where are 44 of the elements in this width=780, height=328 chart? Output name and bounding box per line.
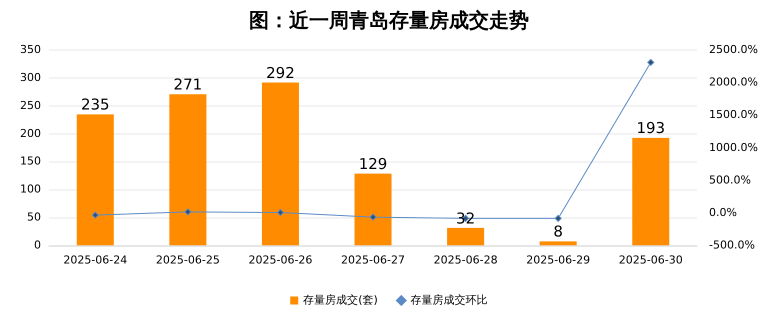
x-tick-label: 2025-06-29 (526, 253, 590, 266)
y2-tick-label: 500.0% (709, 173, 752, 186)
y-tick-label: 350 (20, 42, 41, 56)
bar (169, 94, 206, 246)
legend-label: 存量房成交(套) (303, 293, 378, 306)
point (92, 212, 99, 219)
bar (632, 138, 670, 246)
x-tick-label: 2025-06-30 (618, 253, 683, 266)
x-tick-label: 2025-06-26 (248, 253, 312, 266)
y-tick-label: 250 (20, 98, 41, 112)
y2-tick-label: 2000.0% (709, 75, 758, 88)
bar (354, 174, 392, 246)
y-tick-label: 150 (20, 154, 41, 168)
data-label: 193 (636, 119, 666, 138)
data-label: 271 (174, 76, 202, 94)
y-tick-label: 300 (20, 70, 41, 84)
point (370, 214, 377, 221)
x-tick-label: 2025-06-25 (156, 253, 220, 266)
point (276, 209, 284, 216)
y2-tick-label: -500.0% (709, 238, 755, 252)
y2-tick-label: 1500.0% (709, 108, 758, 122)
chart-title: 图：近一周青岛存量房成交走势 (249, 8, 529, 32)
point (184, 208, 192, 216)
y2-tick-label: 0.0% (709, 206, 738, 220)
bar (540, 241, 577, 246)
x-tick-label: 2025-06-28 (434, 253, 498, 266)
x-tick-label: 2025-06-27 (341, 253, 405, 266)
data-label: 292 (266, 64, 295, 82)
y-tick-label: 0 (34, 238, 41, 252)
x-tick-label: 2025-06-24 (63, 253, 128, 266)
y-tick-label: 200 (20, 126, 41, 140)
y2-tick-label: 1000.0% (709, 140, 758, 154)
point (554, 214, 562, 222)
point (647, 58, 654, 66)
data-label: 8 (553, 222, 563, 241)
bar (76, 114, 114, 246)
data-label: 129 (358, 155, 388, 174)
bar (447, 228, 484, 246)
legend-label: 存量房成交环比 (410, 293, 488, 306)
data-label: 235 (80, 96, 110, 114)
y-tick-label: 100 (20, 182, 41, 196)
y-tick-label: 50 (26, 210, 41, 224)
bar (262, 82, 299, 246)
y2-tick-label: 2500.0% (709, 42, 758, 56)
